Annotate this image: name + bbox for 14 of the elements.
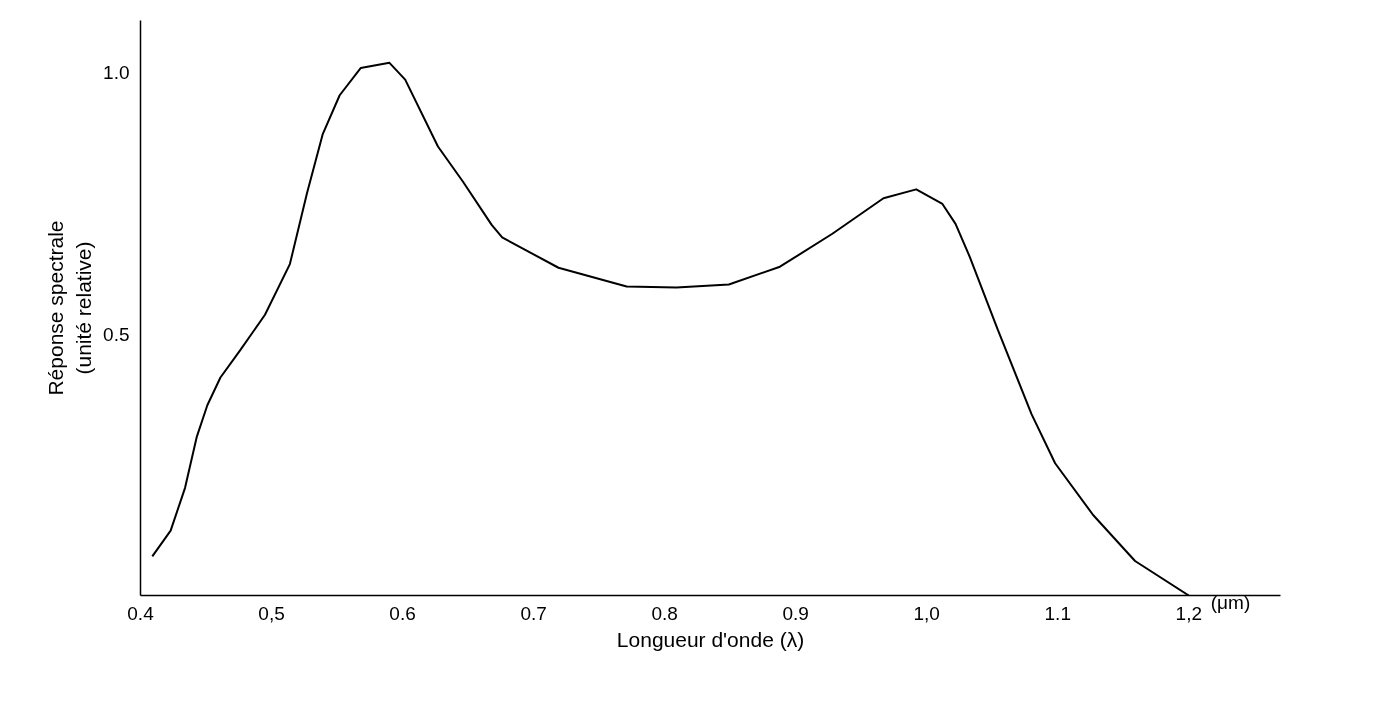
x-tick-label: 0.7 bbox=[520, 602, 547, 624]
x-tick-label: 0.4 bbox=[127, 602, 155, 624]
x-axis-title: Longueur d'onde (λ) bbox=[616, 627, 805, 651]
y-axis-title: Réponse spectrale (unité relative) bbox=[44, 220, 96, 396]
y-tick-label: 0.5 bbox=[103, 323, 130, 345]
x-tick-label: 0,5 bbox=[258, 602, 285, 624]
x-tick-label: 1.1 bbox=[1044, 602, 1071, 624]
x-tick-label: 0.8 bbox=[651, 602, 678, 624]
annotation: (μm) bbox=[1210, 591, 1251, 613]
x-tick-label: 0.6 bbox=[389, 602, 416, 624]
x-tick-label: 1,0 bbox=[913, 602, 940, 624]
x-tick-label: 1,2 bbox=[1175, 602, 1202, 624]
y-tick-label: 1.0 bbox=[103, 62, 130, 84]
x-tick-label: 0.9 bbox=[782, 602, 809, 624]
